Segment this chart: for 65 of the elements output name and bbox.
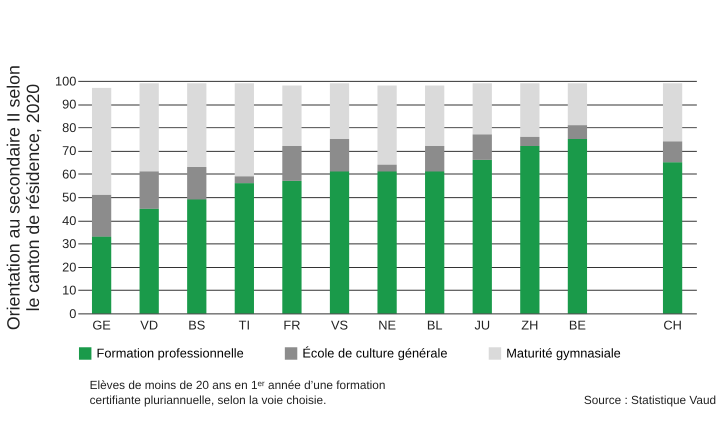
bar — [330, 139, 350, 172]
y-axis-title: Orientation au secondaire II selon le canton de résidence, 2020 — [4, 65, 44, 330]
y-tick-label: 10 — [62, 282, 76, 298]
bar — [330, 83, 350, 140]
y-tick-label: 30 — [62, 236, 76, 252]
source-note: Source : Statistique Vaud — [584, 392, 716, 407]
bar — [187, 166, 206, 200]
bar — [282, 86, 302, 146]
bar — [330, 172, 350, 314]
bar — [568, 83, 588, 126]
bar — [568, 125, 588, 140]
x-tick-label: GE — [92, 318, 111, 333]
x-tick-label: JU — [474, 318, 490, 333]
x-tick-label: NE — [378, 318, 396, 333]
bar — [662, 162, 682, 314]
x-tick-label: ZH — [521, 318, 538, 333]
bar — [472, 134, 492, 160]
bar — [520, 136, 540, 146]
text: Elèves de moins de 20 ans en 1ᵉʳ année d’une formation certifiante pluriannuelle, selon la voie choisie. — [90, 378, 386, 407]
y-tick-label: 100 — [54, 73, 76, 88]
bar — [520, 146, 540, 314]
y-tick-label: 20 — [62, 259, 76, 274]
bar — [234, 183, 254, 314]
legend-label: Maturité gymnasiale — [506, 345, 621, 360]
y-tick-label: 70 — [62, 143, 76, 158]
x-tick-label: BL — [426, 318, 443, 333]
x-tick-label: BE — [568, 318, 586, 333]
bar — [234, 176, 254, 184]
bar — [234, 83, 254, 176]
x-tick-label: FR — [283, 318, 300, 333]
y-tick-label: 90 — [62, 96, 76, 112]
bar — [472, 160, 492, 314]
y-tick-label: 80 — [62, 120, 76, 135]
x-tick-label: TI — [238, 318, 250, 333]
bar — [662, 141, 682, 162]
bar — [140, 208, 159, 314]
bar — [140, 172, 159, 209]
bar — [662, 83, 682, 142]
x-tick-label: VD — [140, 318, 158, 333]
bar — [425, 172, 444, 314]
bar — [568, 139, 588, 314]
y-tick-label: 40 — [62, 212, 76, 228]
bar — [92, 236, 112, 314]
y-tick-label: 60 — [62, 166, 76, 182]
bar — [472, 83, 492, 134]
bar — [92, 194, 112, 237]
x-tick-label: CH — [663, 318, 682, 333]
legend-label: Formation professionnelle — [96, 345, 244, 360]
bar — [520, 83, 540, 137]
bar — [187, 199, 206, 314]
x-tick-label: VS — [330, 318, 348, 333]
bar — [282, 146, 302, 181]
bar — [282, 180, 302, 314]
bar — [377, 164, 397, 172]
y-tick-label: 50 — [62, 190, 76, 205]
y-tick-label: 0 — [69, 306, 76, 321]
bar — [92, 88, 112, 195]
bar — [377, 86, 397, 165]
legend-label: École de culture générale — [302, 345, 448, 360]
bar — [377, 172, 397, 314]
x-tick-label: BS — [188, 318, 206, 333]
bar — [140, 83, 159, 172]
bar — [425, 146, 444, 172]
bar — [187, 83, 206, 167]
bar — [425, 86, 444, 146]
